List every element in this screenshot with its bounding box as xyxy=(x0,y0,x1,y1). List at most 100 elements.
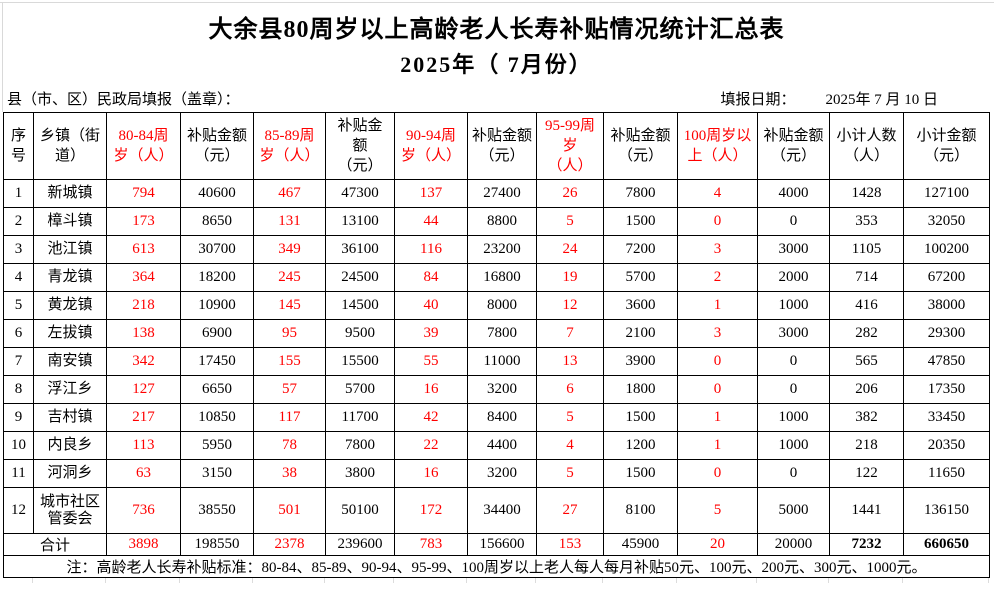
cell-amount100plus: 3000 xyxy=(757,319,830,348)
cell-serial: 10 xyxy=(3,431,34,460)
cell-town: 左拔镇 xyxy=(33,319,107,348)
cell-amount90-94: 23200 xyxy=(467,235,537,264)
cell-amount80-84: 6650 xyxy=(180,375,254,404)
table-row-2: 2 樟斗镇 173 8650 131 13100 44 8800 5 1500 0 0 353 32050 xyxy=(3,207,990,236)
cell-age90-94: 84 xyxy=(394,263,468,292)
table-row-1: 1 新城镇 794 40600 467 47300 137 27400 26 7800 4 4000 1… xyxy=(3,179,990,208)
cell-amount80-84: 8650 xyxy=(180,207,254,236)
cell-age85-89: 95 xyxy=(253,319,326,348)
cell-age90-94: 44 xyxy=(394,207,468,236)
column-header-5: 补贴金 额 （元） xyxy=(325,112,395,180)
cell-subtotal-amount: 11650 xyxy=(903,459,990,488)
cell-town: 樟斗镇 xyxy=(33,207,107,236)
cell-age90-94: 16 xyxy=(394,375,468,404)
cell-age80-84: 173 xyxy=(106,207,181,236)
cell-amount95-99: 1500 xyxy=(603,207,678,236)
cell-amount95-99: 3900 xyxy=(603,347,678,376)
cell-age95-99: 5 xyxy=(536,459,604,488)
cell-amount100plus: 0 xyxy=(757,207,830,236)
cell-amount90-94: 7800 xyxy=(467,319,537,348)
cell-amount90-94: 8400 xyxy=(467,403,537,432)
cell-subtotal-people: 1428 xyxy=(829,179,904,208)
cell-age100plus: 1 xyxy=(677,291,758,320)
cell-subtotal-people: 565 xyxy=(829,347,904,376)
column-header-2: 80-84周 岁（人） xyxy=(106,112,181,180)
cell-town: 南安镇 xyxy=(33,347,107,376)
cell-serial: 12 xyxy=(3,487,34,534)
cell-amount85-89: 14500 xyxy=(325,291,395,320)
cell-amount80-84: 40600 xyxy=(180,179,254,208)
cell-town: 浮江乡 xyxy=(33,375,107,404)
cell-subtotal-amount: 47850 xyxy=(903,347,990,376)
total-age100plus: 20 xyxy=(677,533,758,556)
cell-serial: 6 xyxy=(3,319,34,348)
cell-amount95-99: 1500 xyxy=(603,459,678,488)
cell-amount95-99: 7800 xyxy=(603,179,678,208)
column-header-13: 小计金额 （元） xyxy=(903,112,990,180)
cell-amount90-94: 4400 xyxy=(467,431,537,460)
cell-subtotal-amount: 127100 xyxy=(903,179,990,208)
cell-age95-99: 12 xyxy=(536,291,604,320)
cell-amount95-99: 1500 xyxy=(603,403,678,432)
cell-subtotal-amount: 33450 xyxy=(903,403,990,432)
sheet-gridline-left xyxy=(2,2,3,112)
cell-amount100plus: 5000 xyxy=(757,487,830,534)
cell-serial: 2 xyxy=(3,207,34,236)
cell-amount85-89: 24500 xyxy=(325,263,395,292)
cell-age90-94: 16 xyxy=(394,459,468,488)
column-header-4: 85-89周 岁（人） xyxy=(253,112,326,180)
next-row-gridlines xyxy=(3,578,990,583)
cell-age85-89: 501 xyxy=(253,487,326,534)
cell-age95-99: 5 xyxy=(536,207,604,236)
cell-amount90-94: 8000 xyxy=(467,291,537,320)
table-row-10: 10 内良乡 113 5950 78 7800 22 4400 4 1200 1 1000 218 203… xyxy=(3,431,990,460)
total-row: 合计 3898 198550 2378 239600 783 156600 153 45900 2… xyxy=(3,533,990,556)
cell-serial: 5 xyxy=(3,291,34,320)
cell-age85-89: 467 xyxy=(253,179,326,208)
total-age90-94: 783 xyxy=(394,533,468,556)
cell-age90-94: 42 xyxy=(394,403,468,432)
cell-age80-84: 138 xyxy=(106,319,181,348)
cell-subtotal-people: 353 xyxy=(829,207,904,236)
cell-amount100plus: 0 xyxy=(757,375,830,404)
column-header-8: 95-99周 岁 （人） xyxy=(536,112,604,180)
column-header-0: 序号 xyxy=(3,112,34,180)
cell-amount80-84: 3150 xyxy=(180,459,254,488)
cell-amount100plus: 1000 xyxy=(757,291,830,320)
cell-town: 新城镇 xyxy=(33,179,107,208)
title-block: 大余县80周岁以上高龄老人长寿补贴情况统计汇总表 2025年（ 7月份） xyxy=(3,3,990,85)
total-subtotal-people: 7232 xyxy=(829,533,904,556)
total-subtotal-amount: 660650 xyxy=(903,533,990,556)
cell-age100plus: 0 xyxy=(677,347,758,376)
cell-age85-89: 38 xyxy=(253,459,326,488)
cell-subtotal-amount: 17350 xyxy=(903,375,990,404)
cell-town: 城市社区 管委会 xyxy=(33,487,107,534)
cell-town: 青龙镇 xyxy=(33,263,107,292)
column-header-7: 补贴金额 （元） xyxy=(467,112,537,180)
cell-age95-99: 6 xyxy=(536,375,604,404)
cell-amount85-89: 36100 xyxy=(325,235,395,264)
cell-age100plus: 2 xyxy=(677,263,758,292)
cell-amount95-99: 1200 xyxy=(603,431,678,460)
cell-age90-94: 116 xyxy=(394,235,468,264)
column-header-12: 小计人数 （人） xyxy=(829,112,904,180)
cell-subtotal-amount: 32050 xyxy=(903,207,990,236)
report-date-value: 2025年 7 月 10 日 xyxy=(825,92,938,108)
cell-age90-94: 172 xyxy=(394,487,468,534)
column-header-9: 补贴金额 （元） xyxy=(603,112,678,180)
cell-subtotal-people: 218 xyxy=(829,431,904,460)
cell-subtotal-people: 282 xyxy=(829,319,904,348)
cell-age80-84: 342 xyxy=(106,347,181,376)
table-row-9: 9 吉村镇 217 10850 117 11700 42 8400 5 1500 1 1000 382 3… xyxy=(3,403,990,432)
cell-age100plus: 5 xyxy=(677,487,758,534)
cell-amount85-89: 9500 xyxy=(325,319,395,348)
cell-age100plus: 4 xyxy=(677,179,758,208)
cell-subtotal-people: 714 xyxy=(829,263,904,292)
total-amount80-84: 198550 xyxy=(180,533,254,556)
cell-age80-84: 113 xyxy=(106,431,181,460)
cell-age100plus: 3 xyxy=(677,235,758,264)
cell-amount80-84: 10900 xyxy=(180,291,254,320)
cell-age95-99: 5 xyxy=(536,403,604,432)
cell-amount95-99: 7200 xyxy=(603,235,678,264)
